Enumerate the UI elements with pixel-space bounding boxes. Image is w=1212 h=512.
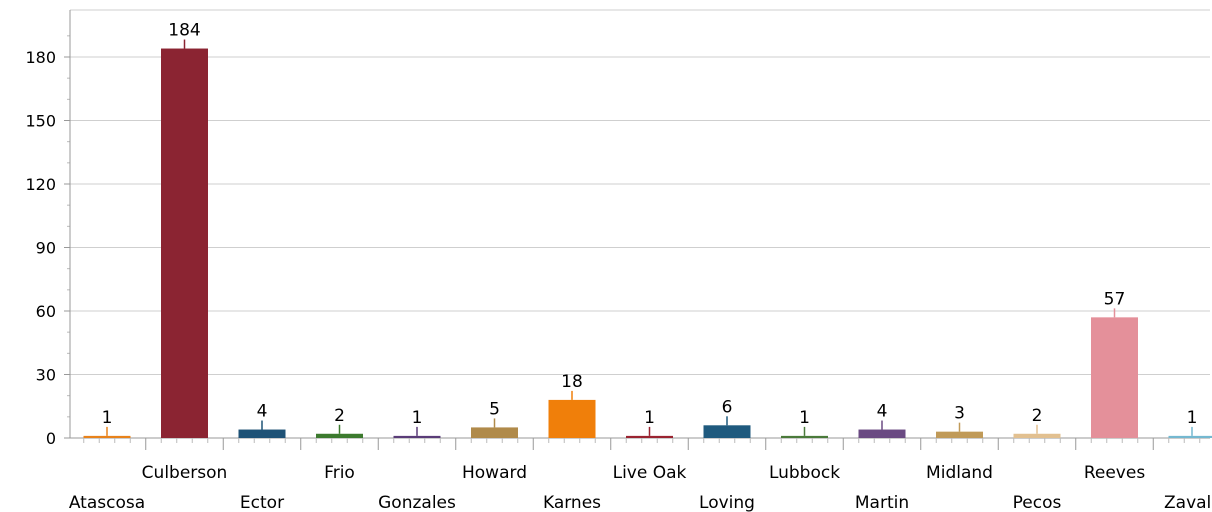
data-label: 18 bbox=[561, 372, 583, 392]
bar-gonzales bbox=[393, 435, 441, 438]
x-tick-label: Atascosa bbox=[69, 493, 145, 512]
x-tick-label: Pecos bbox=[1013, 493, 1062, 512]
x-tick-label: Karnes bbox=[543, 493, 601, 512]
y-tick-label: 120 bbox=[25, 175, 56, 194]
x-tick-label: Live Oak bbox=[613, 463, 687, 483]
x-tick-label: Zavala bbox=[1164, 493, 1212, 512]
bar-atascosa bbox=[83, 435, 131, 438]
data-label: 6 bbox=[722, 397, 733, 417]
y-tick-labels: 0 30 60 90 120 150 180 bbox=[25, 48, 56, 448]
x-tick-label: Martin bbox=[855, 493, 909, 512]
bar-zavala bbox=[1168, 435, 1212, 438]
y-tick-label: 0 bbox=[46, 429, 56, 448]
data-label: 57 bbox=[1104, 289, 1126, 309]
y-tick-label: 180 bbox=[25, 48, 56, 67]
x-tick-labels: Atascosa Culberson Ector Frio Gonzales Howard… bbox=[69, 463, 1212, 512]
bar-ector bbox=[238, 429, 286, 438]
data-label: 5 bbox=[489, 399, 500, 419]
x-tick-label: Gonzales bbox=[378, 493, 456, 512]
gridlines bbox=[70, 9, 1210, 375]
x-tick-label: Reeves bbox=[1084, 463, 1145, 483]
data-labels: 1 184 4 2 1 5 18 1 6 1 4 3 2 57 1 bbox=[102, 21, 1198, 428]
data-label: 1 bbox=[412, 408, 423, 428]
x-tick-label: Frio bbox=[324, 463, 355, 483]
data-label: 4 bbox=[877, 402, 888, 422]
bar-frio bbox=[316, 433, 363, 438]
bar-howard bbox=[471, 427, 518, 438]
bar-pecos bbox=[1013, 433, 1061, 438]
data-label: 1 bbox=[102, 408, 113, 428]
data-label: 2 bbox=[334, 406, 345, 426]
bar-karnes bbox=[548, 399, 596, 438]
data-label: 3 bbox=[954, 404, 965, 424]
data-label: 1 bbox=[644, 408, 655, 428]
y-tick-label: 90 bbox=[36, 239, 56, 258]
data-label: 1 bbox=[799, 408, 810, 428]
axes bbox=[64, 10, 1210, 450]
x-tick-label: Culberson bbox=[142, 463, 228, 483]
bar-martin bbox=[858, 429, 906, 438]
y-tick-label: 60 bbox=[36, 302, 56, 321]
y-tick-label: 30 bbox=[36, 366, 56, 385]
bar-reeves bbox=[1091, 317, 1138, 438]
data-label: 1 bbox=[1187, 408, 1198, 428]
data-label: 4 bbox=[257, 402, 268, 422]
x-tick-label: Howard bbox=[462, 463, 527, 483]
y-tick-label: 150 bbox=[25, 112, 56, 131]
data-label: 2 bbox=[1032, 406, 1043, 426]
x-tick-label: Lubbock bbox=[769, 463, 840, 483]
bar-live-oak bbox=[626, 435, 673, 438]
bar-loving bbox=[703, 425, 751, 438]
bars bbox=[83, 39, 1212, 439]
bar-lubbock bbox=[781, 435, 828, 438]
x-tick-label: Midland bbox=[926, 463, 993, 483]
bar-culberson bbox=[161, 48, 208, 439]
x-tick-label: Ector bbox=[240, 493, 284, 512]
bar-midland bbox=[936, 431, 983, 438]
x-tick-label: Loving bbox=[699, 493, 755, 512]
data-label: 184 bbox=[168, 21, 200, 41]
